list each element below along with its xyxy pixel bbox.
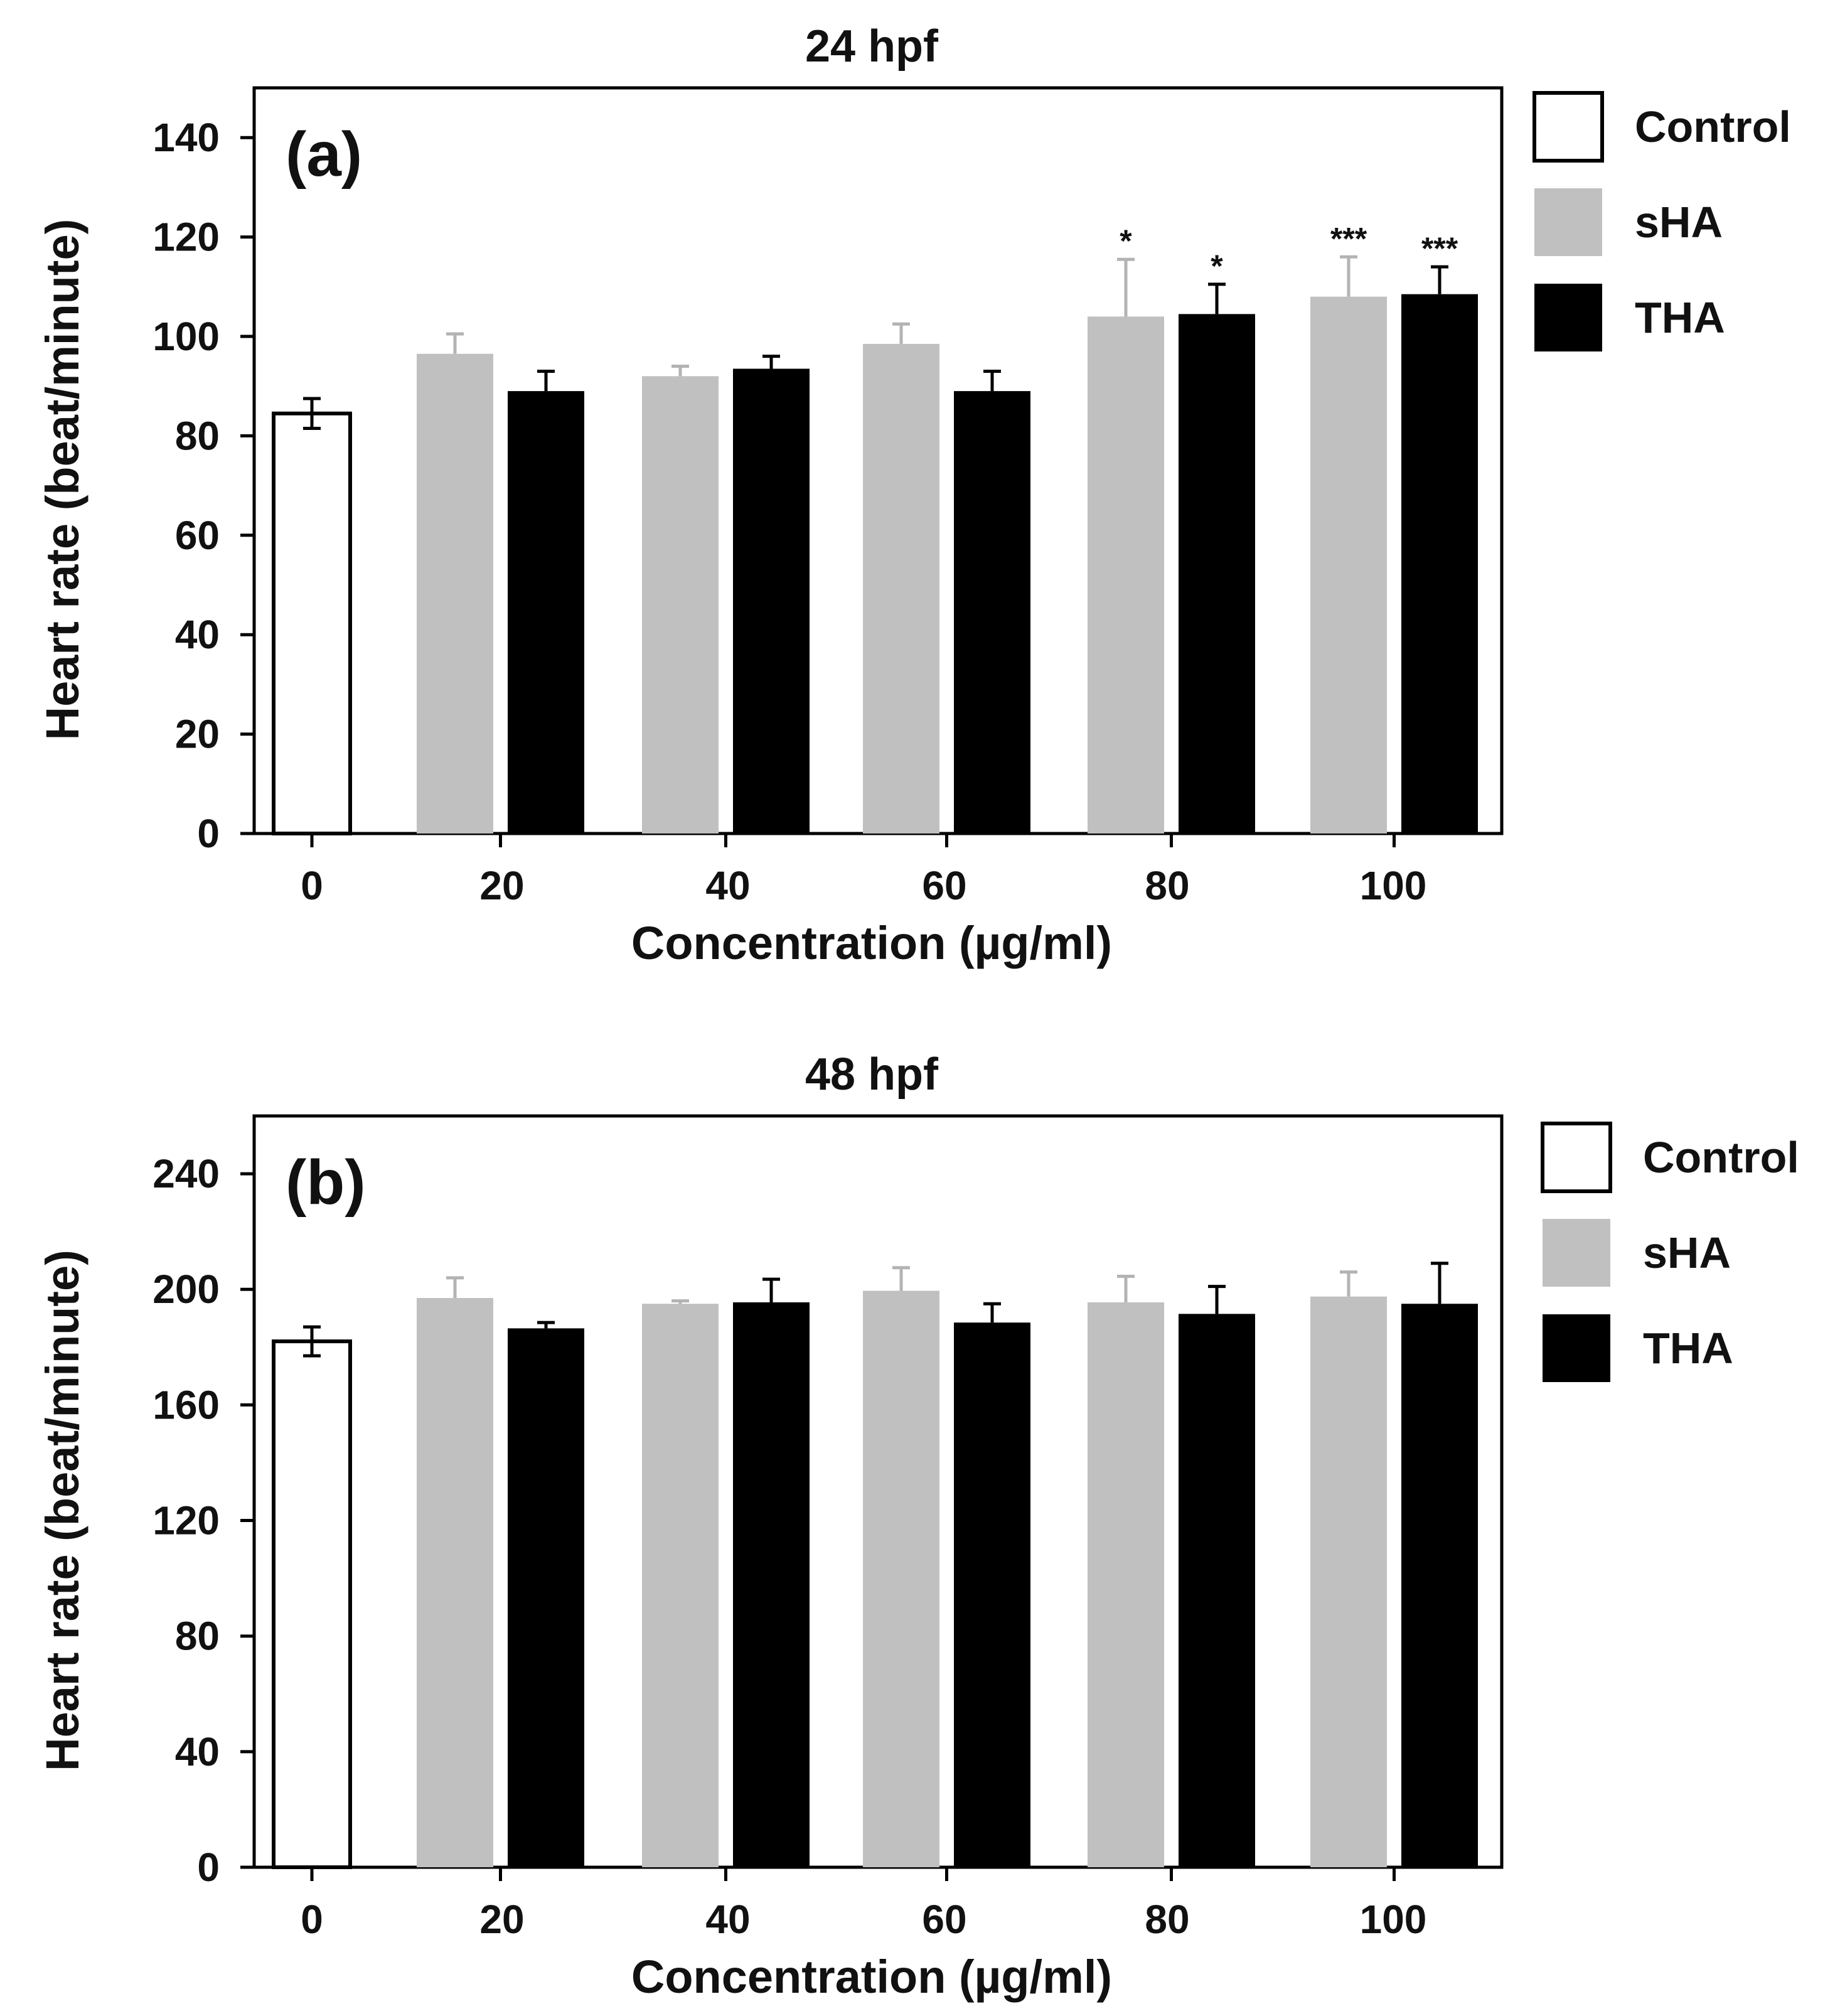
y-tick-label: 240: [152, 1151, 220, 1196]
x-tick-label: 0: [301, 863, 323, 908]
bar-sha-20: [417, 353, 493, 834]
x-tick-label: 60: [922, 863, 966, 908]
x-tick-label: 100: [1360, 863, 1427, 908]
legend-swatch-control: [1532, 91, 1604, 163]
bar-tha-80: [1179, 314, 1255, 834]
bar-sha-100: [1310, 296, 1387, 834]
bar-sha-40: [642, 1304, 719, 1867]
legend-label-tha: THA: [1635, 293, 1725, 342]
bar-tha-100: [1401, 1304, 1478, 1867]
x-tick-label: 80: [1145, 1897, 1189, 1942]
bar-control-0: [272, 1339, 352, 1870]
x-tick-label: 20: [479, 863, 524, 908]
bar-tha-40: [733, 1302, 810, 1867]
legend-label-tha: THA: [1643, 1324, 1733, 1373]
x-tick-label: 40: [705, 863, 750, 908]
panel-label: (b): [286, 1147, 366, 1218]
y-tick-label: 60: [175, 513, 220, 558]
y-tick-label: 200: [152, 1267, 220, 1312]
bar-sha-100: [1310, 1296, 1387, 1867]
bar-sha-80: [1088, 1302, 1164, 1867]
y-tick-label: 120: [152, 215, 220, 260]
bar-tha-20: [508, 1328, 584, 1867]
bar-tha-60: [954, 391, 1030, 834]
x-tick-label: 80: [1145, 863, 1189, 908]
x-tick-label: 40: [705, 1897, 750, 1942]
y-axis-label: Heart rate (beat/minute): [36, 1250, 88, 1771]
x-axis-label: Concentration (µg/ml): [631, 1951, 1112, 2003]
bar-sha-40: [642, 376, 719, 834]
significance-marker: ***: [1421, 231, 1458, 266]
bar-sha-20: [417, 1298, 493, 1867]
bar-tha-40: [733, 368, 810, 834]
legend-label-sha: sHA: [1635, 198, 1723, 247]
chart-title: 48 hpf: [805, 1049, 939, 1100]
significance-marker: *: [1211, 249, 1223, 284]
y-tick-label: 100: [152, 314, 220, 359]
legend-swatch-sha: [1543, 1219, 1610, 1287]
x-axis-label: Concentration (µg/ml): [631, 917, 1112, 969]
legend-swatch-tha: [1543, 1314, 1610, 1382]
y-axis-label: Heart rate (beat/minute): [36, 219, 88, 741]
bar-control-0: [272, 411, 352, 835]
y-tick-label: 80: [175, 413, 220, 458]
legend-label-control: Control: [1635, 102, 1791, 151]
legend-swatch-control: [1541, 1122, 1612, 1193]
y-tick-label: 140: [152, 115, 220, 160]
y-tick-label: 160: [152, 1382, 220, 1427]
significance-marker: *: [1120, 223, 1132, 259]
y-tick-label: 40: [175, 1729, 220, 1774]
bar-tha-80: [1179, 1314, 1255, 1867]
bar-sha-80: [1088, 316, 1164, 834]
legend-label-control: Control: [1643, 1133, 1799, 1182]
y-tick-label: 0: [197, 1845, 220, 1890]
chart-title: 24 hpf: [805, 21, 939, 72]
chart-panel-b: 48 hpf (b) 0 40 80 120 160 200 240 0 20 40 60 80 100 Co…: [36, 1049, 1799, 2003]
y-tick-label: 0: [197, 811, 220, 856]
bar-tha-20: [508, 391, 584, 834]
y-tick-label: 40: [175, 612, 220, 657]
panel-label: (a): [286, 119, 362, 190]
legend-label-sha: sHA: [1643, 1228, 1731, 1277]
x-tick-label: 100: [1360, 1897, 1427, 1942]
y-tick-label: 120: [152, 1498, 220, 1543]
legend-swatch-tha: [1534, 284, 1602, 351]
bar-tha-60: [954, 1322, 1030, 1867]
x-tick-label: 20: [479, 1897, 524, 1942]
y-tick-label: 80: [175, 1614, 220, 1659]
y-tick-label: 20: [175, 712, 220, 757]
bar-sha-60: [863, 343, 939, 834]
x-tick-label: 0: [301, 1897, 323, 1942]
bar-tha-100: [1401, 294, 1478, 834]
legend-swatch-sha: [1534, 188, 1602, 256]
bar-sha-60: [863, 1290, 939, 1867]
x-tick-label: 60: [922, 1897, 966, 1942]
significance-marker: ***: [1330, 221, 1367, 256]
chart-panel-a: 24 hpf (a) 0 20 40 60 80 100 120 140 0 20 40 60 80 100 C…: [36, 21, 1791, 969]
